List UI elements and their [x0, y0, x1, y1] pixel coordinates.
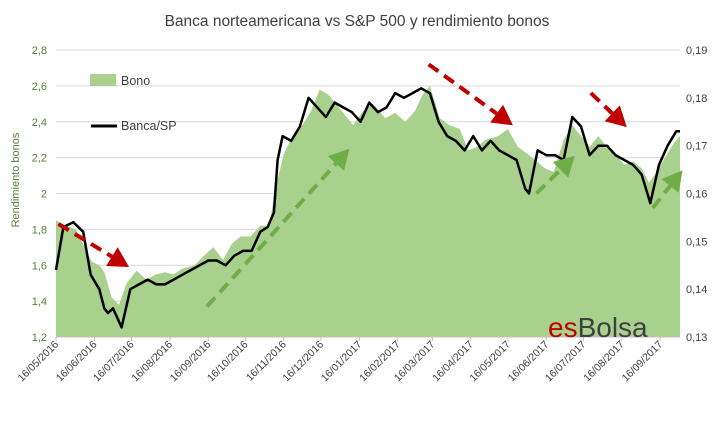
bono-area	[56, 85, 680, 338]
banca-line	[54, 87, 680, 329]
trend-arrow-up	[205, 148, 350, 308]
y-axis-title: Rendimiento bonos	[10, 132, 22, 227]
y-tick-label: 1,2	[32, 332, 47, 344]
y-tick-label: 1,4	[32, 296, 47, 308]
legend-label-bono: Bono	[121, 74, 150, 88]
y-tick-label: 1,8	[32, 224, 47, 236]
y2-tick-label: 0,14	[686, 284, 707, 296]
x-tick-label: 16/10/2016	[205, 339, 251, 385]
trend-arrow-up	[651, 170, 683, 210]
y-tick-label: 2,4	[32, 117, 47, 129]
x-axis: 16/05/201616/06/201616/07/201616/08/2016…	[15, 336, 680, 385]
trend-arrow-head	[604, 105, 627, 128]
y2-tick-label: 0,19	[686, 45, 707, 57]
trend-arrow-shaft	[427, 62, 498, 116]
trend-arrow-shaft	[651, 184, 672, 210]
trend-arrow-shaft	[205, 162, 338, 308]
legend-label-banca: Banca/SP	[121, 119, 177, 133]
trend-arrow-head	[327, 148, 350, 171]
trend-arrow-up	[534, 155, 575, 195]
trend-arrow-head	[661, 170, 683, 193]
trend-arrow-shaft	[57, 222, 114, 259]
chart-title: Banca norteamericana vs S&P 500 y rendim…	[165, 13, 550, 30]
x-tick-label: 16/09/2017	[620, 339, 666, 385]
y2-tick-label: 0,16	[686, 189, 707, 201]
y2-tick-label: 0,18	[686, 93, 707, 105]
y-tick-label: 2,2	[32, 153, 47, 165]
y-tick-label: 2,8	[32, 45, 47, 57]
trend-arrow-head	[490, 104, 513, 126]
y2-tick-label: 0,13	[686, 332, 707, 344]
left-axis: 1,2 1,4 1,6 1,8 2 2,2 2,4 2,6 2,8	[32, 45, 47, 344]
banca-series	[54, 87, 680, 329]
trend-arrow-shaft	[534, 168, 562, 195]
y-tick-label: 2,6	[32, 81, 47, 93]
y-tick-label: 1,6	[32, 260, 47, 272]
trend-arrows	[57, 62, 683, 308]
trend-arrow-head	[106, 247, 129, 267]
y2-tick-label: 0,17	[686, 141, 707, 153]
trend-arrow-head	[552, 155, 575, 178]
right-axis: 0,13 0,14 0,15 0,16 0,17 0,18 0,19	[686, 45, 707, 344]
y-tick-label: 2	[41, 189, 47, 201]
watermark-logo: esBolsa	[548, 312, 648, 343]
bono-series	[56, 85, 680, 338]
trend-arrow-shaft	[589, 91, 614, 115]
legend-swatch-bono	[90, 74, 116, 86]
trend-arrow-down	[57, 222, 129, 267]
trend-arrow-down	[589, 91, 627, 128]
y2-tick-label: 0,15	[686, 236, 707, 248]
trend-arrow-down	[427, 62, 513, 126]
legend: Bono Banca/SP	[90, 74, 177, 133]
